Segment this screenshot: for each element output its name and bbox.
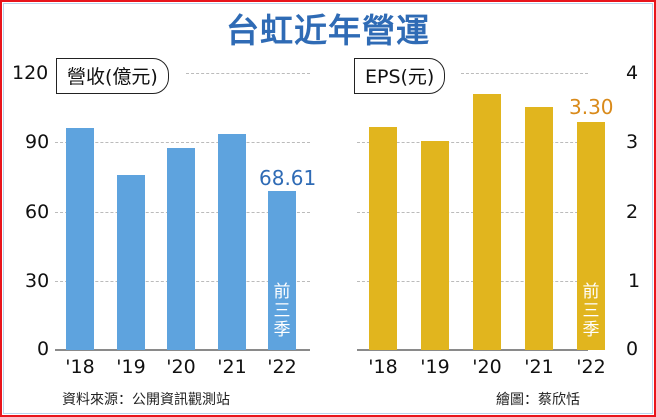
- source-note: 資料來源：公開資訊觀測站: [62, 392, 230, 408]
- y-tick-0: 0: [37, 338, 50, 360]
- chart-title: 台虹近年營運: [226, 11, 430, 50]
- y-tick-30: 30: [25, 270, 50, 292]
- credit-note: 繪圖：蔡欣恬: [496, 392, 580, 408]
- eps-x-label-2019: '19: [420, 356, 450, 378]
- gridline-4: [461, 73, 588, 74]
- gridline-1: [357, 281, 588, 282]
- revenue-2022-value: 68.61: [259, 166, 317, 190]
- x-label-2019: '19: [116, 356, 146, 378]
- eps-y-tick-1: 1: [628, 270, 641, 292]
- revenue-unit-label: 營收(億元): [56, 58, 169, 94]
- y-tick-90: 90: [25, 131, 50, 153]
- gridline-3: [357, 142, 588, 143]
- gridline-2: [357, 212, 588, 213]
- eps-x-label-2020: '20: [472, 356, 502, 378]
- x-label-2021: '21: [217, 356, 247, 378]
- eps-x-label-2018: '18: [368, 356, 398, 378]
- eps-x-label-2021: '21: [524, 356, 554, 378]
- revenue-bar-2022: [268, 191, 296, 350]
- revenue-bar-2018: [66, 128, 94, 350]
- eps-2022-value: 3.30: [569, 95, 614, 119]
- eps-bar-2019: [421, 141, 449, 350]
- x-axis-baseline: [55, 349, 310, 351]
- eps-unit-label: EPS(元): [354, 58, 446, 94]
- eps-bar-2020: [473, 94, 501, 350]
- revenue-bar-2021: [218, 134, 246, 350]
- eps-y-tick-3: 3: [626, 131, 639, 153]
- eps-y-tick-4: 4: [626, 62, 639, 84]
- inner-border: [3, 3, 653, 414]
- eps-x-axis-baseline: [357, 349, 588, 351]
- eps-bar-2021: [525, 107, 553, 350]
- eps-bar-2018: [369, 127, 397, 350]
- revenue-2022-note: 前三季: [273, 282, 291, 340]
- eps-bar-2022: [577, 122, 605, 350]
- eps-2022-note: 前三季: [582, 282, 600, 340]
- eps-y-tick-0: 0: [626, 338, 639, 360]
- y-tick-120: 120: [12, 62, 49, 84]
- gridline-120: [186, 73, 310, 74]
- eps-y-tick-2: 2: [626, 201, 639, 223]
- revenue-bar-2020: [167, 148, 195, 350]
- eps-x-label-2022: '22: [576, 356, 606, 378]
- revenue-bar-2019: [117, 175, 145, 350]
- x-label-2022: '22: [267, 356, 297, 378]
- x-label-2018: '18: [65, 356, 95, 378]
- y-tick-60: 60: [25, 201, 50, 223]
- gridline-90: [55, 142, 310, 143]
- x-label-2020: '20: [166, 356, 196, 378]
